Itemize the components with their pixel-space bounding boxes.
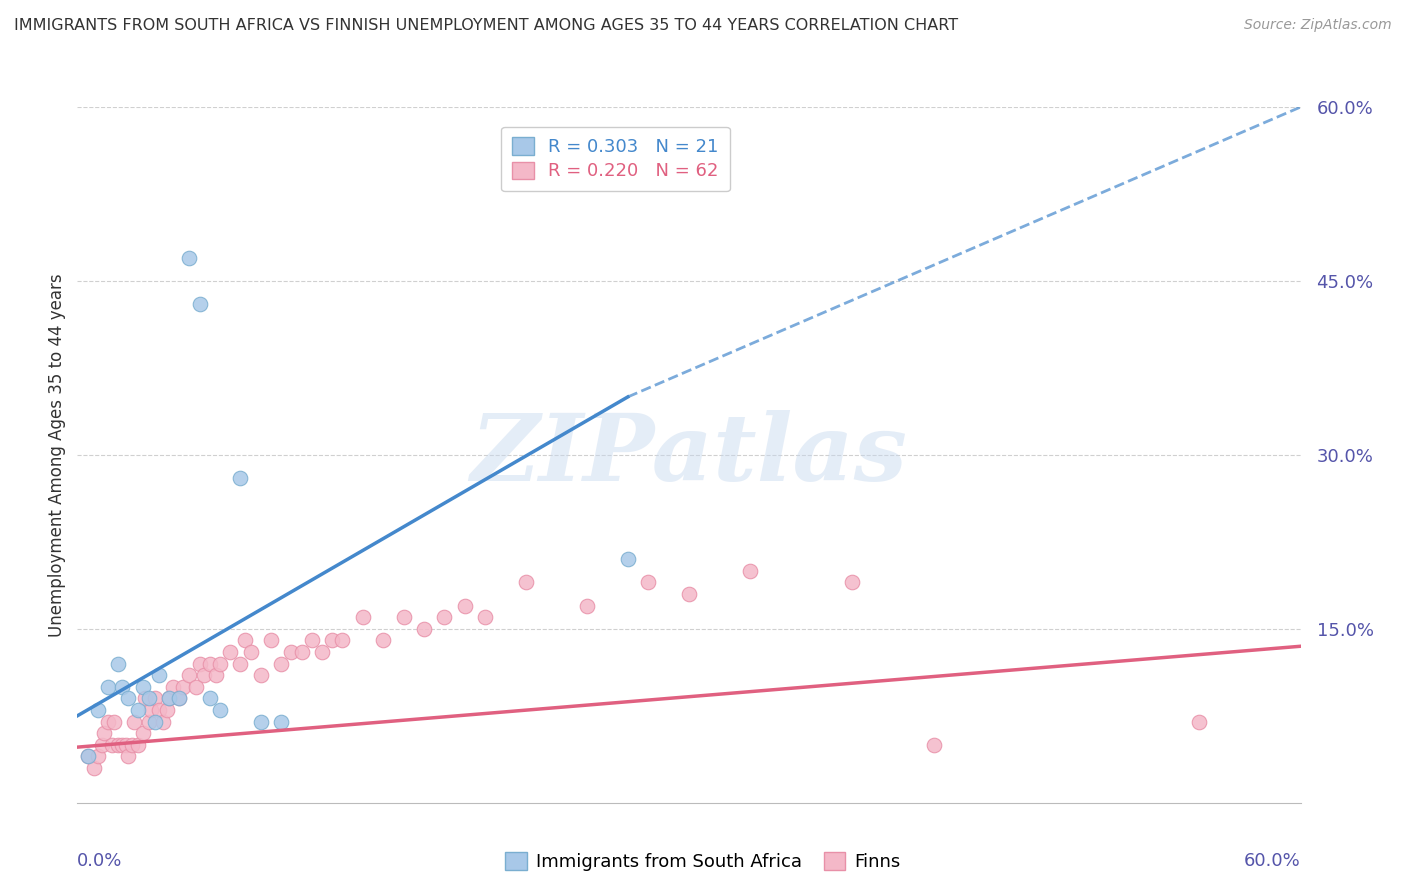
- Point: [117, 691, 139, 706]
- Text: ZIPatlas: ZIPatlas: [471, 410, 907, 500]
- Point: [922, 738, 945, 752]
- Point: [179, 668, 201, 682]
- Y-axis label: Unemployment Among Ages 35 to 44 years: Unemployment Among Ages 35 to 44 years: [48, 273, 66, 637]
- Point: [193, 668, 215, 682]
- Text: Source: ZipAtlas.com: Source: ZipAtlas.com: [1244, 18, 1392, 32]
- Point: [188, 297, 211, 311]
- Point: [198, 691, 221, 706]
- Point: [139, 703, 162, 717]
- Point: [107, 738, 129, 752]
- Point: [219, 645, 242, 659]
- Point: [169, 691, 191, 706]
- Point: [208, 657, 231, 671]
- Point: [115, 738, 138, 752]
- Point: [103, 714, 125, 729]
- Text: IMMIGRANTS FROM SOUTH AFRICA VS FINNISH UNEMPLOYMENT AMONG AGES 35 TO 44 YEARS C: IMMIGRANTS FROM SOUTH AFRICA VS FINNISH …: [14, 18, 957, 33]
- Point: [229, 471, 252, 485]
- Point: [76, 749, 98, 764]
- Point: [87, 703, 110, 717]
- Point: [239, 645, 262, 659]
- Point: [138, 714, 160, 729]
- Point: [83, 761, 105, 775]
- Point: [131, 680, 153, 694]
- Point: [107, 657, 129, 671]
- Legend: R = 0.303   N = 21, R = 0.220   N = 62: R = 0.303 N = 21, R = 0.220 N = 62: [502, 127, 730, 191]
- Point: [413, 622, 436, 636]
- Point: [453, 599, 475, 613]
- Point: [138, 691, 160, 706]
- Point: [233, 633, 256, 648]
- Point: [290, 645, 312, 659]
- Point: [301, 633, 323, 648]
- Point: [172, 680, 194, 694]
- Point: [474, 610, 496, 624]
- Point: [143, 714, 166, 729]
- Point: [148, 703, 170, 717]
- Point: [169, 691, 191, 706]
- Point: [111, 738, 134, 752]
- Point: [250, 714, 273, 729]
- Point: [148, 668, 170, 682]
- Point: [156, 703, 179, 717]
- Point: [188, 657, 211, 671]
- Point: [127, 738, 149, 752]
- Point: [332, 633, 354, 648]
- Point: [617, 552, 640, 566]
- Point: [205, 668, 228, 682]
- Point: [134, 691, 156, 706]
- Legend: Immigrants from South Africa, Finns: Immigrants from South Africa, Finns: [498, 846, 908, 879]
- Point: [270, 714, 292, 729]
- Point: [101, 738, 124, 752]
- Text: 60.0%: 60.0%: [1244, 852, 1301, 870]
- Point: [270, 657, 292, 671]
- Point: [143, 691, 166, 706]
- Point: [93, 726, 115, 740]
- Point: [184, 680, 207, 694]
- Point: [208, 703, 231, 717]
- Point: [127, 703, 149, 717]
- Point: [97, 714, 120, 729]
- Point: [637, 575, 659, 590]
- Point: [117, 749, 139, 764]
- Point: [841, 575, 863, 590]
- Point: [321, 633, 343, 648]
- Point: [740, 564, 762, 578]
- Point: [157, 691, 180, 706]
- Point: [1187, 714, 1209, 729]
- Point: [152, 714, 174, 729]
- Point: [433, 610, 456, 624]
- Point: [157, 691, 180, 706]
- Point: [576, 599, 599, 613]
- Point: [250, 668, 273, 682]
- Point: [515, 575, 537, 590]
- Text: 0.0%: 0.0%: [77, 852, 122, 870]
- Point: [371, 633, 394, 648]
- Point: [229, 657, 252, 671]
- Point: [280, 645, 302, 659]
- Point: [179, 251, 201, 265]
- Point: [352, 610, 374, 624]
- Point: [124, 714, 146, 729]
- Point: [131, 726, 153, 740]
- Point: [392, 610, 415, 624]
- Point: [121, 738, 143, 752]
- Point: [90, 738, 112, 752]
- Point: [311, 645, 333, 659]
- Point: [97, 680, 120, 694]
- Point: [260, 633, 283, 648]
- Point: [76, 749, 98, 764]
- Point: [198, 657, 221, 671]
- Point: [162, 680, 184, 694]
- Point: [111, 680, 134, 694]
- Point: [87, 749, 110, 764]
- Point: [678, 587, 700, 601]
